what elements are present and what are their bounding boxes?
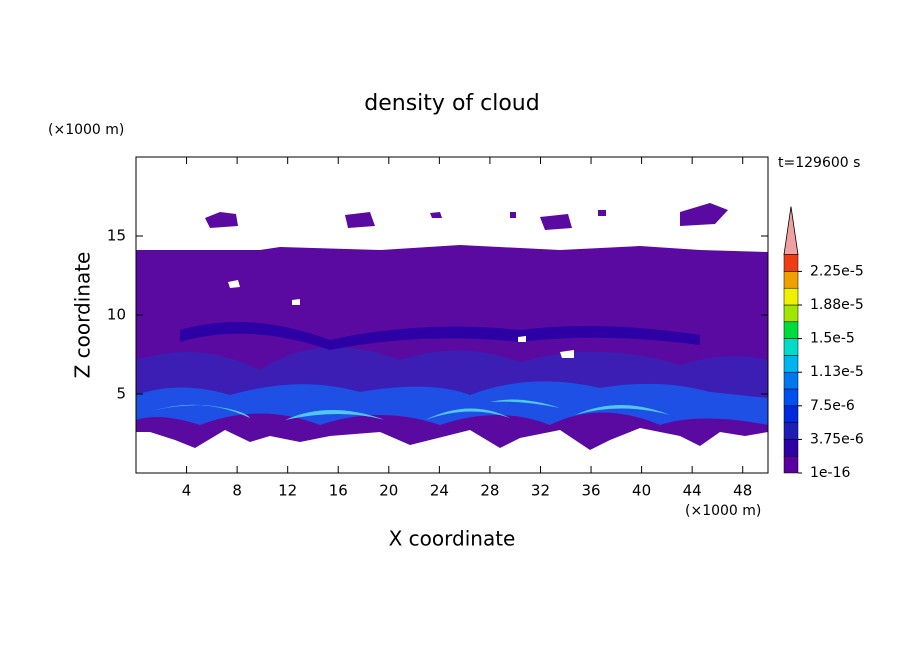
- colorbar-over: [783, 206, 799, 255]
- y-unit: (×1000 m): [48, 122, 124, 138]
- colorbar-label: 1.5e-5: [810, 331, 855, 347]
- colorbar-label: 2.25e-5: [810, 263, 864, 279]
- x-tick-label: 36: [581, 482, 600, 500]
- colorbar-swatch: [783, 338, 799, 356]
- colorbar-label: 7.5e-6: [810, 398, 855, 414]
- x-tick-label: 48: [733, 482, 752, 500]
- colorbar-label: 1e-16: [810, 465, 850, 481]
- x-tick-label: 28: [480, 482, 499, 500]
- colorbar-swatch: [783, 439, 799, 457]
- colorbar-swatch: [783, 287, 799, 306]
- x-tick-label: 40: [632, 482, 651, 500]
- cloud-field: [136, 203, 768, 450]
- x-unit: (×1000 m): [685, 503, 761, 519]
- colorbar-swatch: [783, 422, 799, 440]
- y-tick-label: 15: [107, 227, 126, 245]
- y-axis-label: Z coordinate: [71, 252, 95, 379]
- y-tick-label: 10: [107, 306, 126, 324]
- colorbar-swatch: [783, 355, 799, 373]
- x-tick-label: 20: [379, 482, 398, 500]
- x-tick-label: 8: [232, 482, 242, 500]
- colorbar-label: 1.13e-5: [810, 364, 864, 380]
- colorbar-swatch: [783, 321, 799, 339]
- colorbar-swatch: [783, 371, 799, 390]
- colorbar-swatch: [783, 405, 799, 423]
- colorbar-swatch: [783, 254, 799, 272]
- colorbar-swatch: [783, 271, 799, 289]
- colorbar-swatch: [783, 304, 799, 323]
- colorbar-label: 3.75e-6: [810, 431, 864, 447]
- colorbar-label: 1.88e-5: [810, 297, 864, 313]
- x-tick-label: 24: [430, 482, 449, 500]
- time-label: t=129600 s: [778, 155, 860, 171]
- chart-title: density of cloud: [364, 91, 539, 116]
- colorbar-swatch: [783, 388, 799, 407]
- x-tick-label: 4: [182, 482, 192, 500]
- x-tick-label: 16: [329, 482, 348, 500]
- x-tick-label: 32: [531, 482, 550, 500]
- x-tick-label: 44: [683, 482, 702, 500]
- y-tick-label: 5: [116, 385, 126, 403]
- x-tick-label: 12: [278, 482, 297, 500]
- colorbar-swatch: [783, 455, 799, 474]
- x-axis-label: X coordinate: [389, 527, 516, 551]
